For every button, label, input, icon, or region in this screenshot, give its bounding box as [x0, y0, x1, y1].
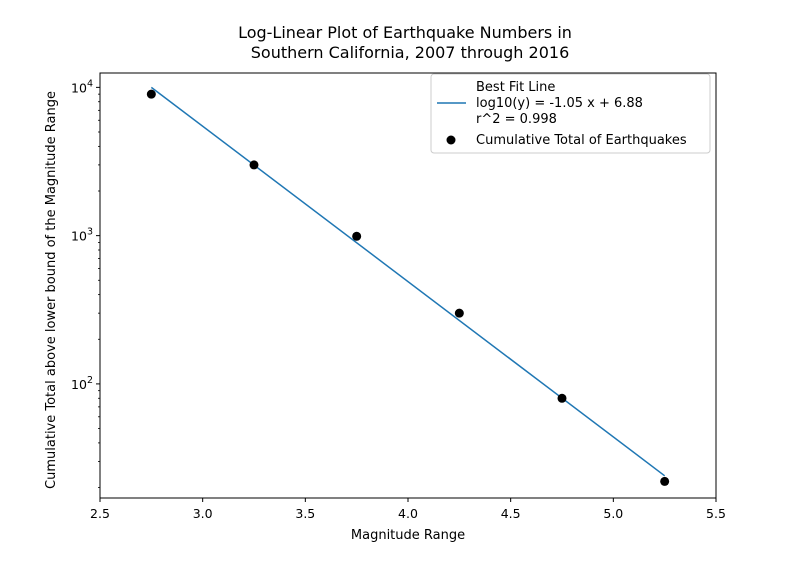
x-tick-label: 4.0: [398, 506, 418, 521]
x-tick-label: 5.5: [706, 506, 726, 521]
legend-fit-label: Best Fit Line: [476, 80, 555, 95]
data-point: [352, 231, 362, 241]
y-tick-label: 104: [71, 78, 93, 95]
x-tick-label: 3.0: [193, 506, 213, 521]
x-axis-label: Magnitude Range: [351, 528, 465, 543]
x-tick-label: 2.5: [90, 506, 110, 521]
chart-title: Log-Linear Plot of Earthquake Numbers in…: [238, 23, 572, 62]
legend-marker-swatch: [446, 135, 456, 145]
legend: Best Fit Line log10(y) = -1.05 x + 6.88 …: [430, 73, 711, 154]
x-axis: 2.5 3.0 3.5 4.0 4.5 5.0 5.5: [90, 498, 726, 521]
legend-fit-equation: log10(y) = -1.05 x + 6.88: [476, 96, 643, 111]
data-point: [146, 89, 156, 99]
series-layer: [146, 86, 670, 486]
chart-title-line-1: Log-Linear Plot of Earthquake Numbers in: [238, 23, 572, 42]
legend-frame: [430, 73, 711, 154]
data-point: [660, 476, 670, 486]
chart-title-line-2: Southern California, 2007 through 2016: [251, 43, 570, 62]
y-axis: 102 103 104: [71, 78, 100, 488]
data-point: [454, 308, 464, 318]
data-point: [249, 160, 259, 170]
legend-fit-r2: r^2 = 0.998: [476, 112, 557, 127]
data-point: [557, 393, 567, 403]
x-tick-label: 5.0: [603, 506, 623, 521]
y-axis-label: Cumulative Total above lower bound of th…: [44, 91, 59, 489]
legend-scatter-label: Cumulative Total of Earthquakes: [476, 133, 687, 148]
x-tick-label: 3.5: [295, 506, 315, 521]
best-fit-line: [150, 86, 666, 477]
x-tick-label: 4.5: [501, 506, 521, 521]
y-tick-label: 103: [71, 227, 93, 244]
y-tick-label: 102: [71, 375, 93, 392]
